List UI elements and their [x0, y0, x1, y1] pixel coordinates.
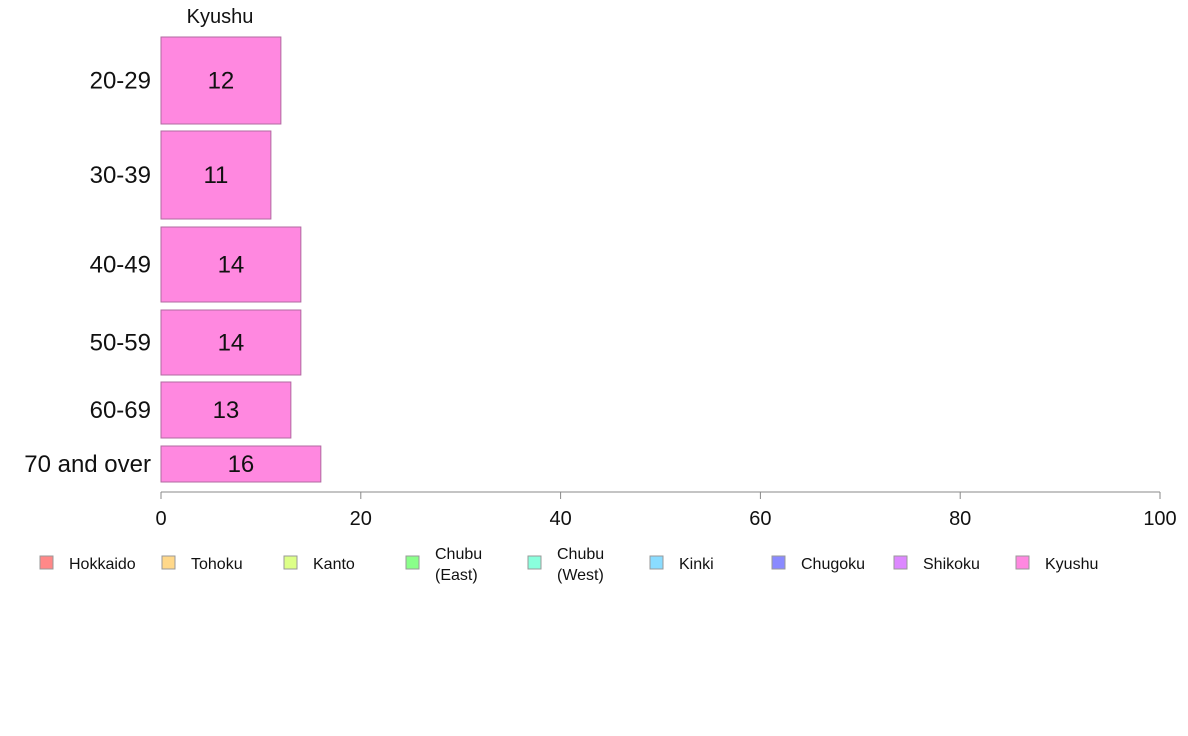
x-tick-label: 100 [1143, 508, 1176, 530]
category-label: 30-39 [90, 162, 151, 189]
bar-value-label: 12 [208, 68, 235, 95]
category-label: 60-69 [90, 397, 151, 424]
legend-label: Shikoku [923, 556, 980, 573]
x-tick-label: 0 [155, 508, 166, 530]
bar-50-59 [160, 309, 302, 376]
legend-swatch [1015, 555, 1030, 570]
legend-label: Kinki [679, 556, 714, 573]
bar-70-and-over [160, 445, 322, 483]
bar-30-39 [160, 130, 272, 220]
legend-swatch [405, 555, 420, 570]
legend-swatch [527, 555, 542, 570]
legend-label: Tohoku [191, 556, 243, 573]
category-label: 70 and over [24, 451, 151, 478]
legend-swatch [39, 555, 54, 570]
legend-item: Chubu (West) [527, 546, 604, 584]
category-label: 50-59 [90, 330, 151, 357]
legend-item: Tohoku [161, 555, 243, 573]
bar-20-29 [160, 36, 282, 125]
legend-item: Chubu (East) [405, 546, 482, 584]
bar-value-label: 13 [213, 397, 240, 424]
legend-item: Kyushu [1015, 555, 1098, 573]
legend-label: Chugoku [801, 556, 865, 573]
legend-swatch [161, 555, 176, 570]
bar-value-label: 16 [228, 451, 255, 478]
x-tick-label: 80 [949, 508, 971, 530]
legend: Hokkaido Tohoku Kanto Chubu (East) Chubu (West… [39, 546, 1098, 584]
category-label: 20-29 [90, 68, 151, 95]
bar-60-69 [160, 381, 292, 439]
category-label: 40-49 [90, 252, 151, 279]
x-tick-label: 20 [350, 508, 372, 530]
x-axis: 0 20 40 60 80 100 [155, 491, 1177, 530]
legend-label: Kanto [313, 556, 355, 573]
legend-swatch [649, 555, 664, 570]
legend-item: Hokkaido [39, 555, 136, 573]
bars-group: 12 20-29 11 30-39 14 40-49 14 50-59 13 60-69 16 70 … [24, 36, 322, 483]
bar-value-label: 14 [218, 330, 245, 357]
legend-item: Kinki [649, 555, 714, 573]
x-tick-label: 40 [549, 508, 571, 530]
legend-item: Kanto [283, 555, 355, 573]
bar-value-label: 11 [203, 162, 228, 189]
legend-label: (West) [557, 567, 604, 584]
x-tick-label: 60 [749, 508, 771, 530]
legend-swatch [283, 555, 298, 570]
column-title: Kyushu [187, 6, 254, 28]
legend-item: Shikoku [893, 555, 980, 573]
legend-swatch [771, 555, 786, 570]
legend-label: Chubu [557, 546, 604, 563]
bar-40-49 [160, 226, 302, 303]
legend-label: Kyushu [1045, 556, 1098, 573]
bar-value-label: 14 [218, 252, 245, 279]
legend-swatch [893, 555, 908, 570]
legend-label: (East) [435, 567, 478, 584]
legend-label: Chubu [435, 546, 482, 563]
legend-item: Chugoku [771, 555, 865, 573]
legend-label: Hokkaido [69, 556, 136, 573]
